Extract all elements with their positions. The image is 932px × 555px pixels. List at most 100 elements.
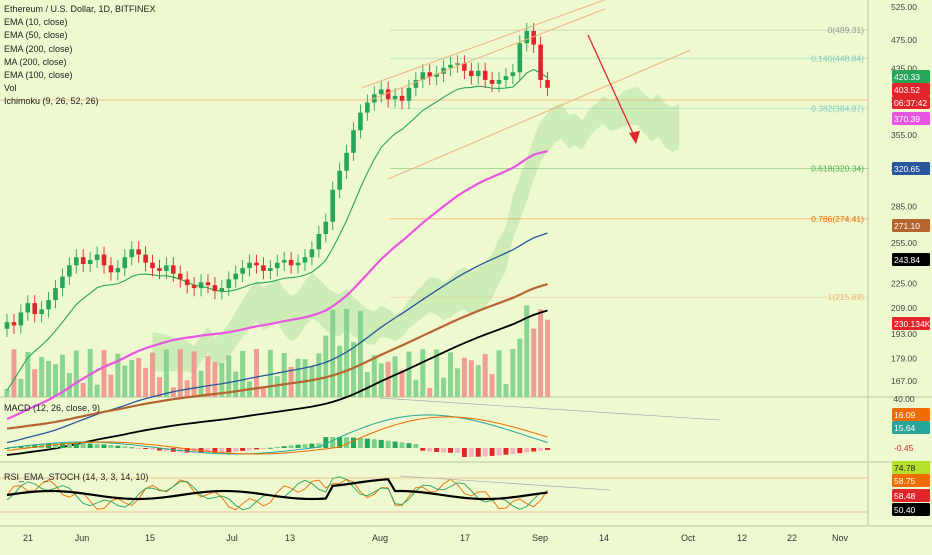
macd-badge-label-0: 16.09 [894, 410, 916, 420]
time-label-7: Sep [532, 533, 548, 543]
macd-histogram-bar [274, 446, 280, 448]
candle-body [240, 268, 245, 274]
volume-bar [226, 355, 232, 397]
candle-body [74, 257, 79, 266]
candle-body [302, 257, 308, 263]
volume-bar [538, 309, 544, 397]
time-label-1: Jun [75, 533, 90, 543]
volume-bar [448, 352, 454, 397]
ema50-line [6, 150, 548, 421]
candle-body [150, 262, 155, 269]
macd-histogram-bar [25, 445, 31, 448]
volume-bar [302, 359, 308, 397]
volume-bar [344, 309, 350, 397]
indicator-ema200[interactable]: EMA (200, close) [4, 43, 73, 54]
candle-body [358, 112, 363, 131]
volume-bar [73, 350, 79, 397]
macd-histogram-bar [11, 447, 17, 449]
price-badge-6 [892, 253, 930, 266]
volume-bar [295, 358, 301, 397]
volume-bar [288, 366, 294, 397]
candle-body [164, 265, 169, 271]
candle-body [448, 64, 453, 68]
macd-histogram-bar [212, 448, 218, 453]
rsi-badge-label-0: 74.78 [894, 463, 916, 473]
volume-bar [150, 352, 156, 397]
macd-legend[interactable]: MACD (12, 26, close, 9) [4, 403, 101, 413]
macd-histogram-bar [94, 443, 100, 448]
macd-histogram-bar [122, 446, 128, 448]
candle-body [94, 254, 100, 260]
macd-histogram-bar [531, 448, 537, 452]
volume-bar [11, 349, 17, 397]
candle-body [413, 79, 419, 88]
macd-histogram-bar [454, 448, 460, 453]
rsi-legend[interactable]: RSI_EMA_STOCH (14, 3, 3, 14, 10) [4, 472, 149, 482]
volume-bar [413, 379, 419, 397]
macd-histogram-bar [461, 448, 467, 457]
candle-body [482, 70, 488, 80]
volume-bar [108, 374, 114, 397]
fib-label-2: 0.382(384.87) [811, 103, 864, 113]
candle-body [212, 285, 218, 292]
candle-body [171, 265, 176, 274]
candle-body [254, 262, 259, 266]
price-badge-label-1: 403.52 [894, 85, 920, 95]
fib-label-4: 0.786(274.41) [811, 214, 864, 224]
macd-axis-tick: 40.00 [893, 394, 915, 404]
macd-histogram-bar [163, 448, 169, 452]
indicator-ichimoku[interactable]: Ichimoku (9, 26, 52, 26) [4, 96, 99, 107]
price-tick-2: 435.00 [891, 63, 917, 73]
volume-bar [136, 358, 142, 397]
macd-histogram-bar [420, 448, 426, 451]
candle-body [39, 309, 44, 315]
macd-histogram-bar [73, 443, 79, 448]
indicator-ema50[interactable]: EMA (50, close) [4, 30, 68, 41]
indicator-ema100[interactable]: EMA (100, close) [4, 70, 73, 81]
price-tick-1: 475.00 [891, 35, 917, 45]
candle-body [101, 254, 107, 266]
time-label-2: 15 [145, 533, 155, 543]
indicator-ema10[interactable]: EMA (10, close) [4, 17, 68, 28]
volume-bar [496, 350, 502, 397]
macd-histogram-bar [510, 448, 516, 454]
macd-histogram-bar [219, 448, 225, 453]
macd-histogram-bar [87, 443, 93, 448]
time-label-10: 12 [737, 533, 747, 543]
candle-body [80, 257, 86, 264]
rsi-badge-label-2: 58.48 [894, 491, 916, 501]
macd-histogram-bar [364, 438, 370, 448]
candle-body [496, 79, 502, 84]
indicator-ma200[interactable]: MA (200, close) [4, 56, 67, 67]
macd-histogram-bar [448, 448, 454, 453]
indicator-vol[interactable]: Vol [4, 83, 17, 94]
candle-body [406, 87, 412, 101]
volume-bar [510, 349, 516, 397]
macd-histogram-bar [385, 440, 391, 448]
stoch-k-line [6, 478, 548, 511]
price-badge-label-3: 370.39 [894, 114, 920, 124]
candle-body [233, 273, 238, 280]
candle-body [503, 76, 509, 80]
rsi-badge-2 [892, 489, 930, 502]
volume-bar [212, 362, 218, 397]
volume-bar [337, 345, 343, 397]
volume-bar [489, 374, 495, 397]
macd-histogram-bar [233, 448, 239, 452]
macd-histogram-bar [538, 448, 544, 451]
volume-bar [392, 356, 398, 397]
rsi-badge-1 [892, 474, 930, 487]
candle-body [18, 312, 24, 326]
macd-histogram-bar [330, 437, 336, 448]
forecast-arrow-head [629, 131, 640, 144]
macd-histogram-bar [406, 443, 412, 448]
candle-body [191, 285, 197, 289]
candle-body [392, 95, 398, 100]
price-badge-label-6: 243.84 [894, 255, 920, 265]
volume-bar [371, 355, 377, 397]
channel-bottom-line [387, 49, 691, 180]
volume-bar [143, 367, 149, 397]
rsi-badge-label-3: 50.40 [894, 505, 916, 515]
